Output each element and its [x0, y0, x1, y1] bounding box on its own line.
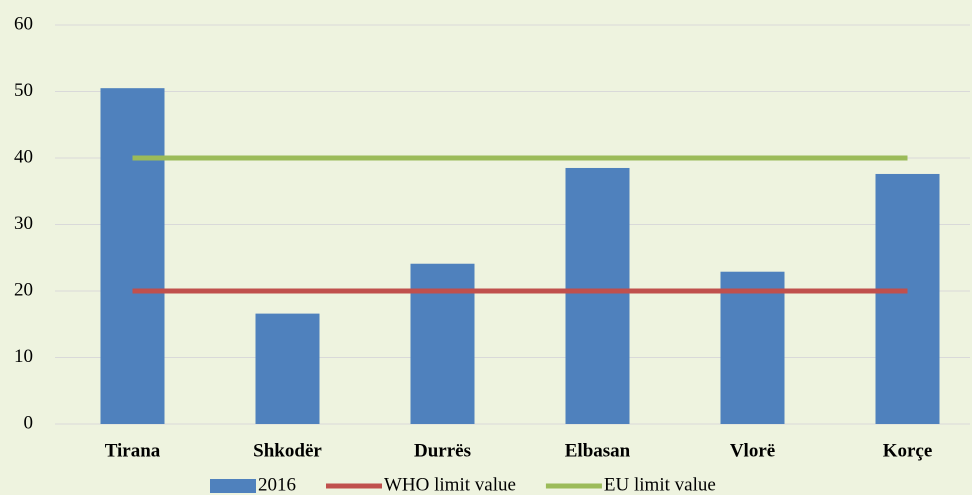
x-tick-label: Vlorë: [730, 440, 775, 461]
x-tick-label: Durrës: [414, 440, 471, 461]
bar: [875, 173, 940, 424]
bar: [720, 271, 785, 424]
y-tick-label: 50: [14, 80, 33, 101]
bar: [565, 167, 630, 424]
legend-label: 2016: [258, 474, 296, 495]
y-tick-label: 0: [24, 412, 34, 433]
bar: [410, 263, 475, 424]
x-tick-label: Shkodër: [253, 440, 322, 461]
legend-swatch: [210, 479, 256, 493]
x-tick-label: Korçe: [883, 440, 933, 461]
y-tick-label: 60: [14, 13, 33, 34]
bar: [255, 313, 320, 424]
legend-label: EU limit value: [604, 474, 716, 495]
x-tick-label: Elbasan: [565, 440, 631, 461]
y-tick-label: 40: [14, 146, 33, 167]
y-tick-label: 30: [14, 213, 33, 234]
y-tick-label: 10: [14, 346, 33, 367]
x-tick-label: Tirana: [105, 440, 161, 461]
bar: [100, 88, 165, 425]
legend-label: WHO limit value: [384, 474, 516, 495]
y-tick-label: 20: [14, 279, 33, 300]
